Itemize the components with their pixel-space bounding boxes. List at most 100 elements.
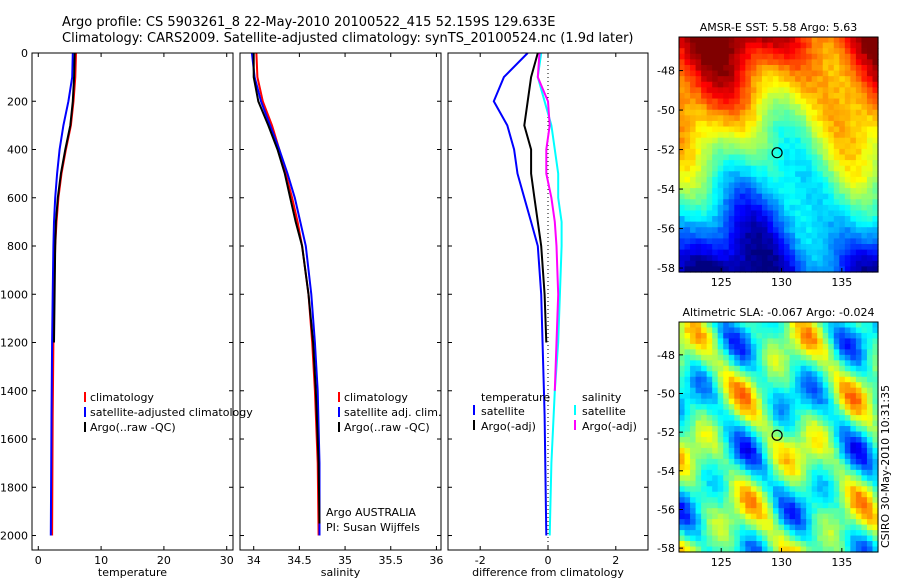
map-cell bbox=[772, 442, 780, 449]
map-cell bbox=[750, 37, 757, 44]
map-cell bbox=[828, 165, 835, 172]
map-cell bbox=[789, 227, 796, 234]
map-cell bbox=[745, 87, 752, 94]
map-cell bbox=[695, 491, 702, 498]
map-cell bbox=[684, 221, 691, 228]
map-cell bbox=[839, 497, 846, 504]
map-cell bbox=[695, 115, 702, 122]
map-cell bbox=[822, 376, 829, 383]
map-cell bbox=[684, 154, 691, 161]
map-cell bbox=[723, 382, 730, 389]
map-cell bbox=[789, 193, 796, 200]
map-cell bbox=[761, 160, 769, 167]
map-cell bbox=[712, 447, 719, 455]
map-cell bbox=[750, 497, 757, 504]
map-cell bbox=[817, 70, 824, 77]
map-cell bbox=[866, 420, 874, 427]
map-cell bbox=[739, 255, 746, 262]
map-cell bbox=[706, 216, 713, 223]
map-cell bbox=[795, 48, 802, 55]
map-cell bbox=[800, 148, 807, 156]
map-cell bbox=[712, 143, 719, 150]
map-cell bbox=[817, 486, 824, 493]
map-cell bbox=[712, 81, 719, 88]
map-cell bbox=[866, 42, 874, 49]
map-cell bbox=[690, 126, 697, 133]
map-cell bbox=[679, 249, 686, 256]
map-cell bbox=[679, 137, 686, 144]
map-cell bbox=[778, 92, 785, 100]
map-cell bbox=[828, 244, 835, 251]
map-cell bbox=[767, 431, 774, 438]
map-cell bbox=[723, 92, 730, 100]
map-cell bbox=[772, 524, 780, 531]
map-cell bbox=[695, 182, 702, 189]
map-cell bbox=[734, 210, 741, 217]
map-cell bbox=[734, 154, 741, 161]
map-cell bbox=[739, 120, 746, 128]
map-cell bbox=[817, 48, 824, 55]
map-cell bbox=[739, 365, 746, 372]
map-cell bbox=[806, 37, 813, 44]
map-cell bbox=[800, 365, 807, 372]
map-cell bbox=[706, 502, 713, 509]
map-cell bbox=[717, 360, 724, 367]
map-cell bbox=[872, 42, 879, 49]
map-cell bbox=[761, 37, 769, 44]
map-cell bbox=[684, 266, 691, 273]
map-cell bbox=[695, 513, 702, 520]
map-cell bbox=[872, 431, 879, 438]
map-cell bbox=[723, 154, 730, 161]
map-cell bbox=[855, 176, 863, 184]
map-cell bbox=[800, 137, 807, 144]
map-cell bbox=[739, 393, 746, 400]
map-cell bbox=[706, 59, 713, 66]
map-cell bbox=[690, 87, 697, 94]
map-cell bbox=[684, 188, 691, 195]
map-cell bbox=[739, 92, 746, 100]
map-cell bbox=[684, 137, 691, 144]
map-cell bbox=[855, 535, 863, 542]
map-cell bbox=[784, 92, 791, 100]
map-cell bbox=[833, 210, 840, 217]
map-cell bbox=[695, 160, 702, 167]
map-cell bbox=[778, 199, 785, 206]
map-cell bbox=[872, 382, 879, 389]
map-cell bbox=[695, 437, 702, 444]
map-cell bbox=[784, 349, 791, 356]
map-cell bbox=[679, 182, 686, 189]
map-cell bbox=[734, 255, 741, 262]
map-cell bbox=[844, 409, 851, 416]
map-cell bbox=[828, 204, 835, 212]
map-cell bbox=[767, 76, 774, 83]
map-cell bbox=[828, 497, 835, 504]
map-cell bbox=[772, 53, 780, 60]
map-field bbox=[679, 37, 879, 273]
map-cell bbox=[750, 322, 757, 329]
map-cell bbox=[789, 409, 796, 416]
map-cell bbox=[828, 360, 835, 367]
map-cell bbox=[789, 182, 796, 189]
map-cell bbox=[690, 420, 697, 427]
map-cell bbox=[811, 188, 818, 195]
map-cell bbox=[828, 104, 835, 111]
map-cell bbox=[723, 42, 730, 49]
map-cell bbox=[712, 176, 719, 184]
map-cell bbox=[866, 497, 874, 504]
map-cell bbox=[723, 404, 730, 411]
map-cell bbox=[684, 87, 691, 94]
map-cell bbox=[822, 176, 829, 184]
map-cell bbox=[739, 64, 746, 72]
map-cell bbox=[690, 204, 697, 212]
map-cell bbox=[684, 535, 691, 542]
map-cell bbox=[850, 266, 857, 273]
map-cell bbox=[822, 497, 829, 504]
map-cell bbox=[717, 535, 724, 542]
map-cell bbox=[684, 322, 691, 329]
map-cell bbox=[772, 37, 780, 44]
map-cell bbox=[684, 404, 691, 411]
map-cell bbox=[717, 343, 724, 350]
map-cell bbox=[728, 431, 735, 438]
map-cell bbox=[772, 76, 780, 83]
map-cell bbox=[817, 87, 824, 94]
